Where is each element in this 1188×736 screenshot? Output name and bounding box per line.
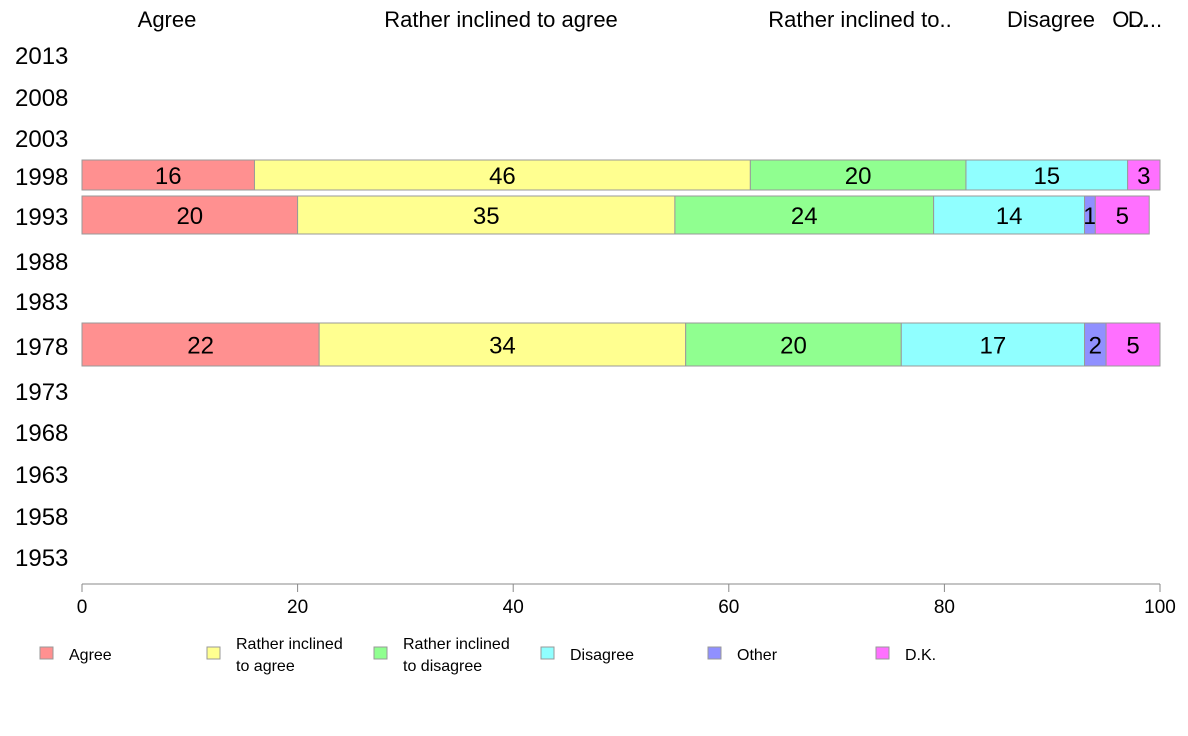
bar-1993-series-1 bbox=[81, 195, 299, 235]
bar-label-1978-series-3: 20 bbox=[780, 333, 807, 360]
bar-1998-series-2 bbox=[253, 159, 751, 191]
bar-1993-series-4 bbox=[933, 195, 1086, 235]
x-tick-label-80: 80 bbox=[934, 597, 955, 618]
bar-1993-series-3 bbox=[674, 195, 935, 235]
bar-label-1998-series-1: 16 bbox=[155, 163, 182, 190]
bar-label-1998-series-2: 46 bbox=[489, 163, 516, 190]
legend-label-3-line-1: Rather inclined bbox=[403, 636, 510, 653]
x-tick-label-20: 20 bbox=[287, 597, 308, 618]
year-label-1998: 1998 bbox=[15, 164, 68, 191]
legend-label-2-line-1: Rather inclined bbox=[236, 636, 343, 653]
year-label-1993: 1993 bbox=[15, 204, 68, 231]
year-label-1953: 1953 bbox=[15, 545, 68, 572]
legend-swatch-1 bbox=[39, 646, 54, 660]
bar-label-1978-series-2: 34 bbox=[489, 333, 516, 360]
legend-swatch-4 bbox=[540, 646, 555, 660]
bar-label-1993-series-3: 24 bbox=[791, 203, 818, 230]
year-label-1983: 1983 bbox=[15, 289, 68, 316]
bar-area: 16 46 20 15 320 35 24 14 1 522 34 20 17 2 5 bbox=[81, 159, 1161, 367]
year-label-1988: 1988 bbox=[15, 249, 68, 276]
legend-label-1: Agree bbox=[69, 647, 112, 664]
bar-label-1978-series-6: 5 bbox=[1126, 333, 1139, 360]
legend-swatch-2 bbox=[206, 646, 221, 660]
bar-1978-series-2 bbox=[318, 322, 687, 367]
bar-label-1993-series-4: 14 bbox=[996, 203, 1023, 230]
legend-label-6: D.K. bbox=[905, 647, 936, 664]
year-label-1958: 1958 bbox=[15, 504, 68, 531]
bar-1978-series-6 bbox=[1105, 322, 1161, 367]
bar-label-1993-series-5: 1 bbox=[1083, 203, 1096, 230]
top-label-4: Disagree bbox=[1007, 7, 1095, 32]
x-tick-label-0: 0 bbox=[77, 597, 88, 618]
top-label-5: O... bbox=[1112, 7, 1147, 32]
legend-label-4: Disagree bbox=[570, 647, 634, 664]
bar-label-1998-series-6: 3 bbox=[1137, 163, 1150, 190]
year-axis-labels: 2013 2008 2003 1998 1993 1988 1983 1978 1973 1968… bbox=[15, 43, 68, 572]
top-label-3: Rather inclined to.. bbox=[768, 7, 951, 32]
bar-label-1978-series-4: 17 bbox=[980, 333, 1007, 360]
bar-label-1998-series-3: 20 bbox=[845, 163, 872, 190]
legend-label-3-line-2: to disagree bbox=[403, 658, 482, 675]
year-label-1968: 1968 bbox=[15, 420, 68, 447]
bar-label-1993-series-2: 35 bbox=[473, 203, 500, 230]
year-label-2008: 2008 bbox=[15, 85, 68, 112]
x-axis: 0 20 40 60 80 100 bbox=[77, 583, 1176, 618]
bar-label-1998-series-4: 15 bbox=[1033, 163, 1060, 190]
bar-1998-series-4 bbox=[965, 159, 1129, 191]
year-label-2003: 2003 bbox=[15, 126, 68, 153]
year-label-2013: 2013 bbox=[15, 43, 68, 70]
bar-1993-series-6 bbox=[1094, 195, 1150, 235]
legend-label-5: Other bbox=[737, 647, 778, 664]
top-label-2: Rather inclined to agree bbox=[384, 7, 618, 32]
bar-1993-series-2 bbox=[297, 195, 676, 235]
bar-1998-series-1 bbox=[81, 159, 255, 191]
bar-label-1993-series-6: 5 bbox=[1116, 203, 1129, 230]
x-tick-label-60: 60 bbox=[718, 597, 739, 618]
top-label-1: Agree bbox=[138, 7, 197, 32]
year-label-1963: 1963 bbox=[15, 462, 68, 489]
bar-label-1993-series-1: 20 bbox=[176, 203, 203, 230]
top-category-labels: Agree Rather inclined to agree Rather incl… bbox=[138, 7, 1162, 32]
legend: Agree Rather inclined to agree Rather incli… bbox=[39, 636, 936, 675]
top-label-6: D... bbox=[1128, 7, 1162, 32]
bar-1978-series-1 bbox=[81, 322, 320, 367]
legend-swatch-3 bbox=[373, 646, 388, 660]
year-label-1973: 1973 bbox=[15, 379, 68, 406]
legend-label-2-line-2: to agree bbox=[236, 658, 295, 675]
bar-label-1978-series-1: 22 bbox=[187, 333, 214, 360]
x-tick-label-40: 40 bbox=[503, 597, 524, 618]
year-label-1978: 1978 bbox=[15, 334, 68, 361]
bar-1978-series-4 bbox=[900, 322, 1086, 367]
x-tick-label-100: 100 bbox=[1144, 597, 1176, 618]
legend-swatch-5 bbox=[707, 646, 722, 660]
bar-1998-series-3 bbox=[749, 159, 967, 191]
bar-label-1978-series-5: 2 bbox=[1089, 333, 1102, 360]
bar-1998-series-6 bbox=[1127, 159, 1161, 191]
legend-swatch-6 bbox=[875, 646, 890, 660]
